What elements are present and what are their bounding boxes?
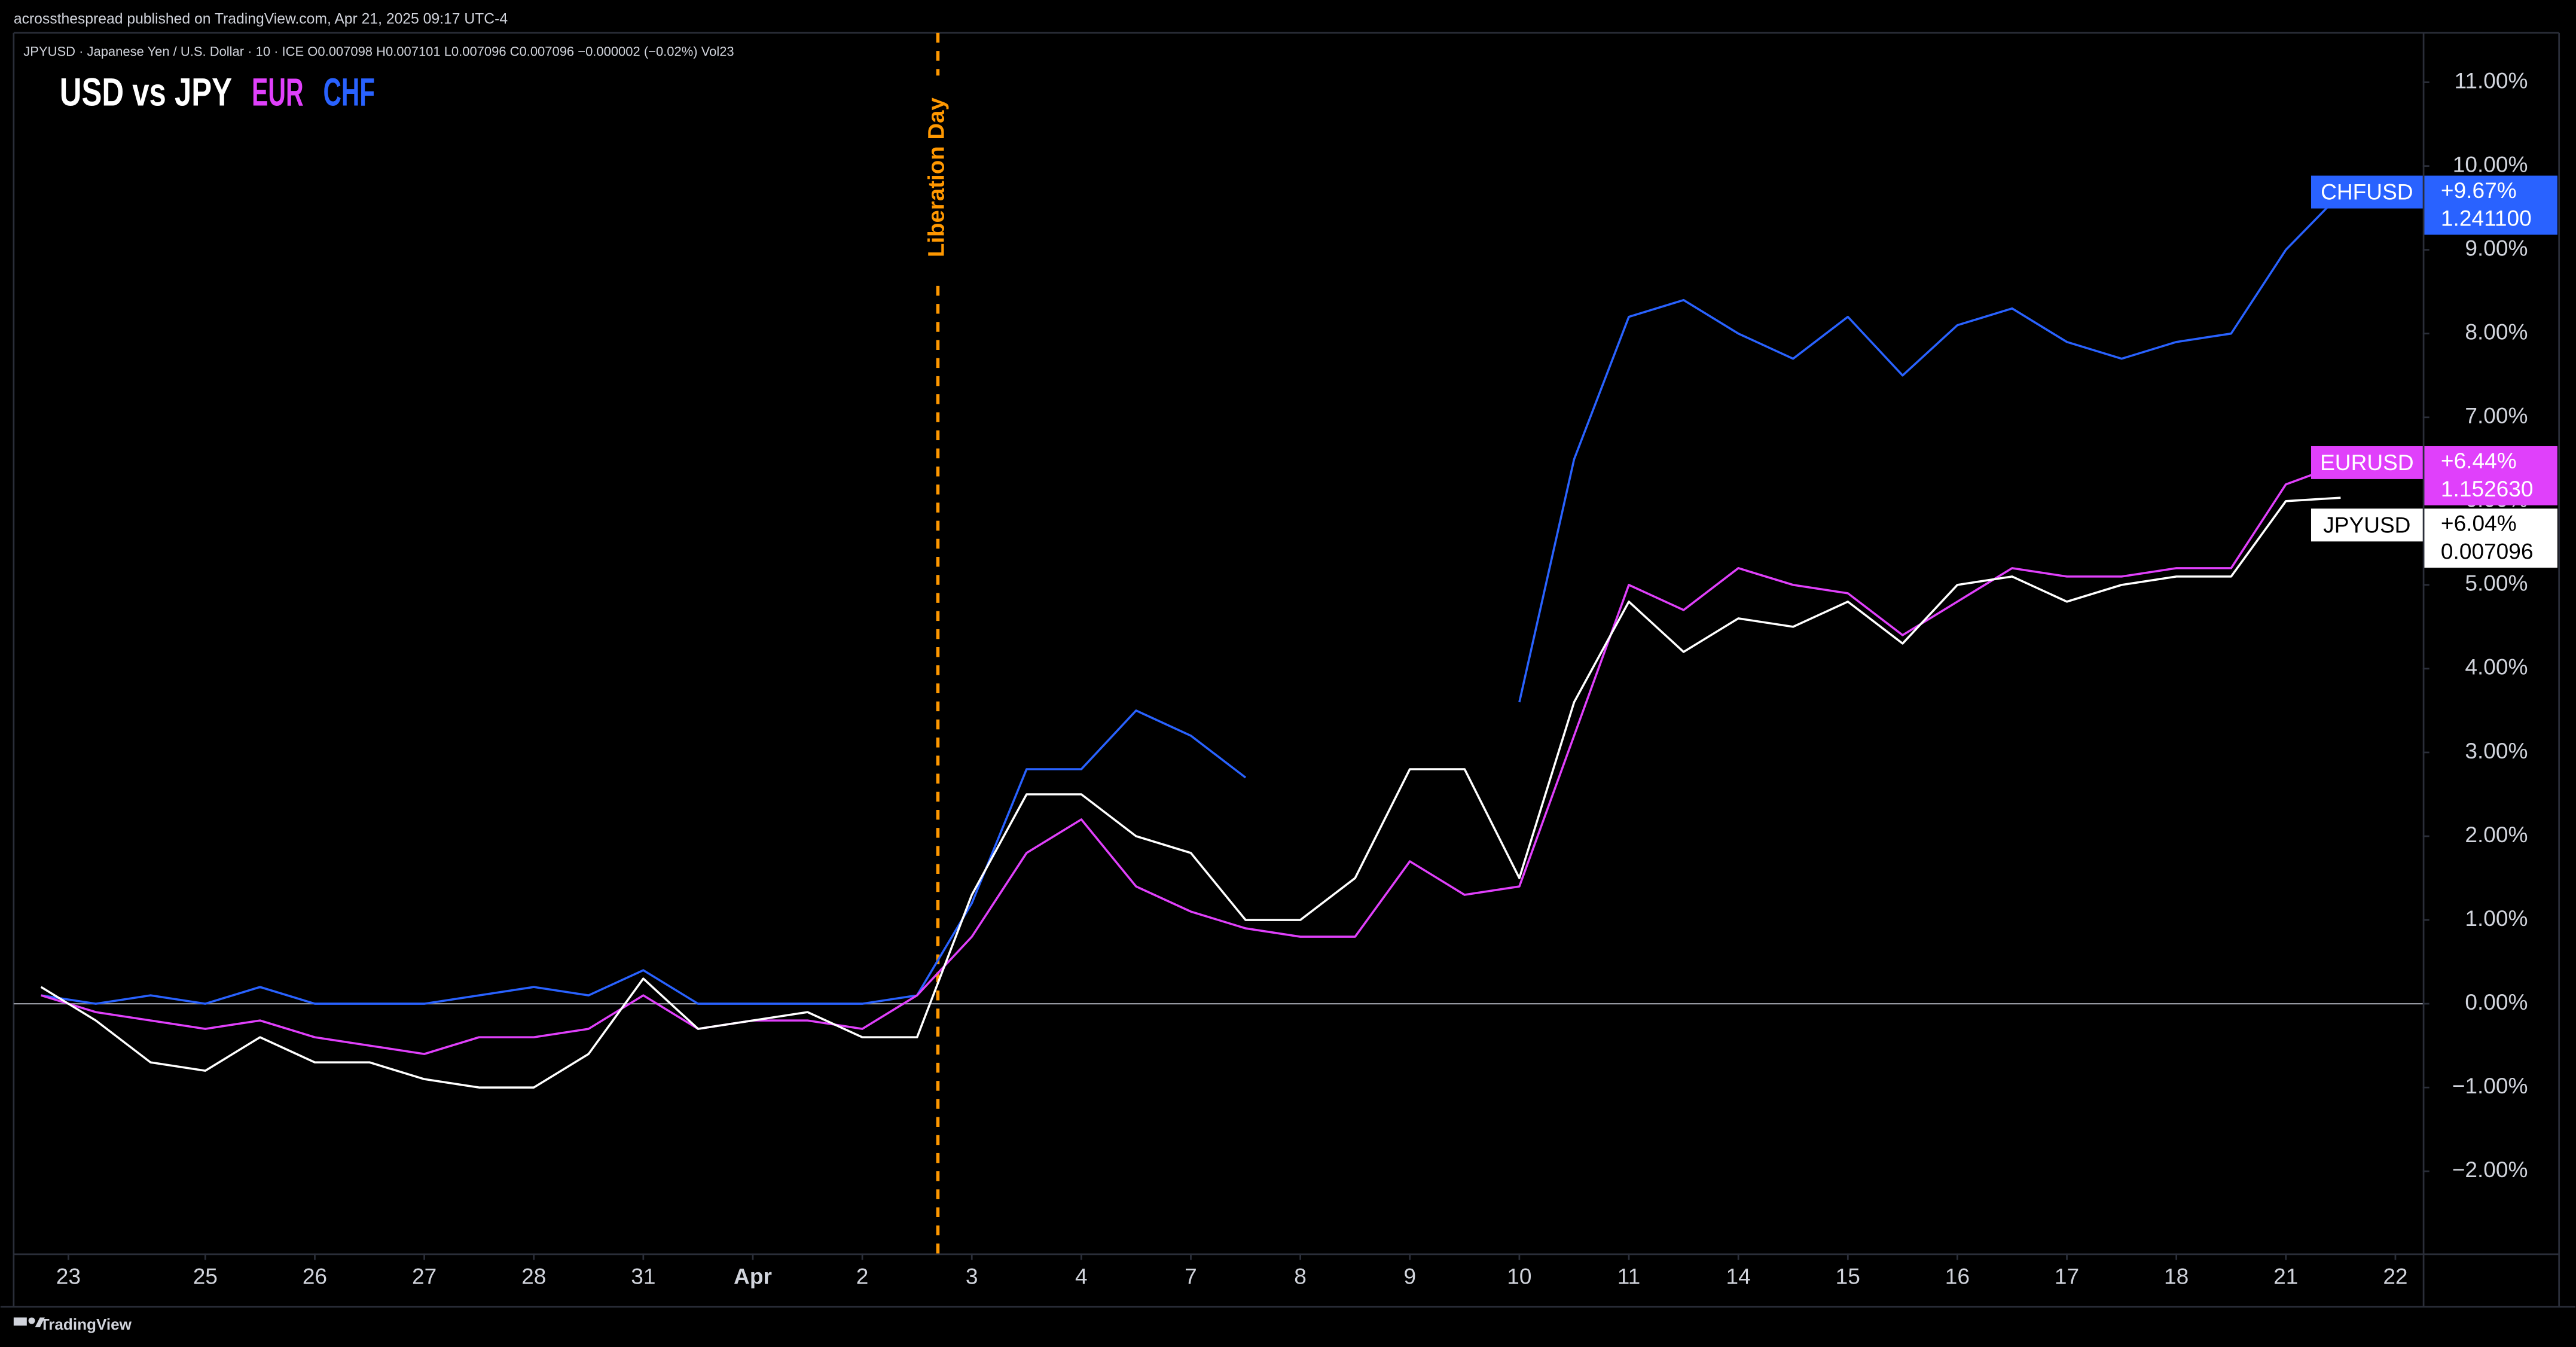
y-tick-label: 3.00% bbox=[2465, 738, 2528, 763]
y-tick-label: 1.00% bbox=[2465, 906, 2528, 931]
price-box bbox=[2424, 175, 2557, 235]
series-name-label: EURUSD bbox=[2320, 450, 2414, 475]
x-tick-label: 22 bbox=[2383, 1263, 2407, 1288]
event-label: Liberation Day bbox=[924, 97, 950, 257]
y-tick-label: 11.00% bbox=[2455, 68, 2528, 93]
y-tick-label: −2.00% bbox=[2452, 1157, 2528, 1182]
y-tick-label: 8.00% bbox=[2465, 319, 2528, 345]
x-tick-label: 18 bbox=[2164, 1263, 2189, 1288]
y-tick-label: 5.00% bbox=[2465, 571, 2528, 596]
x-tick-label: 14 bbox=[1726, 1263, 1751, 1288]
event-label-bg bbox=[923, 75, 953, 279]
x-tick-label: 31 bbox=[631, 1263, 655, 1288]
x-tick-label: 2 bbox=[856, 1263, 869, 1288]
x-tick-label: 10 bbox=[1507, 1263, 1531, 1288]
series-name-box bbox=[2311, 508, 2423, 542]
y-tick-label: −1.00% bbox=[2452, 1073, 2528, 1098]
y-tick-label: 2.00% bbox=[2465, 822, 2528, 847]
series-name-box bbox=[2311, 175, 2423, 209]
publisher: acrossthespread published on TradingView… bbox=[14, 11, 508, 27]
series-name-box bbox=[2311, 446, 2423, 479]
x-tick-label: 27 bbox=[412, 1263, 437, 1288]
series-line bbox=[41, 193, 2342, 1005]
x-tick-label: 4 bbox=[1075, 1263, 1088, 1288]
change-label: +6.04% bbox=[2441, 511, 2517, 536]
price-label: 0.007096 bbox=[2441, 538, 2534, 563]
chart-title: CHF bbox=[323, 70, 376, 114]
brand-logo bbox=[13, 1317, 45, 1328]
series-line bbox=[41, 463, 2341, 1055]
y-tick-label: 4.00% bbox=[2465, 654, 2528, 679]
x-tick-label: 23 bbox=[56, 1263, 81, 1288]
y-tick-label: 10.00% bbox=[2453, 151, 2528, 176]
chart-title: USD vs JPY bbox=[60, 70, 232, 114]
x-tick-label: 11 bbox=[1617, 1263, 1640, 1288]
y-tick-label: 9.00% bbox=[2465, 235, 2528, 260]
price-label: 1.241100 bbox=[2441, 206, 2532, 231]
x-tick-label: 26 bbox=[303, 1263, 327, 1288]
x-tick-label: 16 bbox=[1945, 1263, 1970, 1288]
symbol-line: JPYUSD · Japanese Yen / U.S. Dollar · 10… bbox=[23, 44, 734, 59]
x-tick-label: Apr bbox=[734, 1263, 772, 1288]
x-tick-label: 25 bbox=[193, 1263, 218, 1288]
series-name-label: JPYUSD bbox=[2323, 512, 2410, 537]
x-tick-label: 3 bbox=[966, 1263, 978, 1288]
x-tick-label: 28 bbox=[521, 1263, 546, 1288]
chart-title: EUR bbox=[252, 70, 304, 114]
y-tick-label: 7.00% bbox=[2465, 403, 2528, 428]
y-tick-label: 0.00% bbox=[2465, 989, 2528, 1014]
series-line bbox=[40, 496, 2341, 1089]
price-box bbox=[2424, 508, 2557, 568]
x-tick-label: 15 bbox=[1836, 1263, 1860, 1288]
x-tick-label: 21 bbox=[2273, 1263, 2298, 1288]
series-name-label: CHFUSD bbox=[2321, 179, 2413, 205]
x-tick-label: 17 bbox=[2055, 1263, 2079, 1288]
x-tick-label: 9 bbox=[1403, 1263, 1416, 1288]
price-box bbox=[2424, 446, 2557, 505]
x-tick-label: 8 bbox=[1294, 1263, 1307, 1288]
change-label: +6.44% bbox=[2441, 448, 2517, 473]
brand[interactable]: TradingView bbox=[40, 1315, 132, 1333]
change-label: +9.67% bbox=[2441, 178, 2517, 203]
x-tick-label: 7 bbox=[1185, 1263, 1197, 1288]
price-label: 1.152630 bbox=[2441, 476, 2534, 501]
